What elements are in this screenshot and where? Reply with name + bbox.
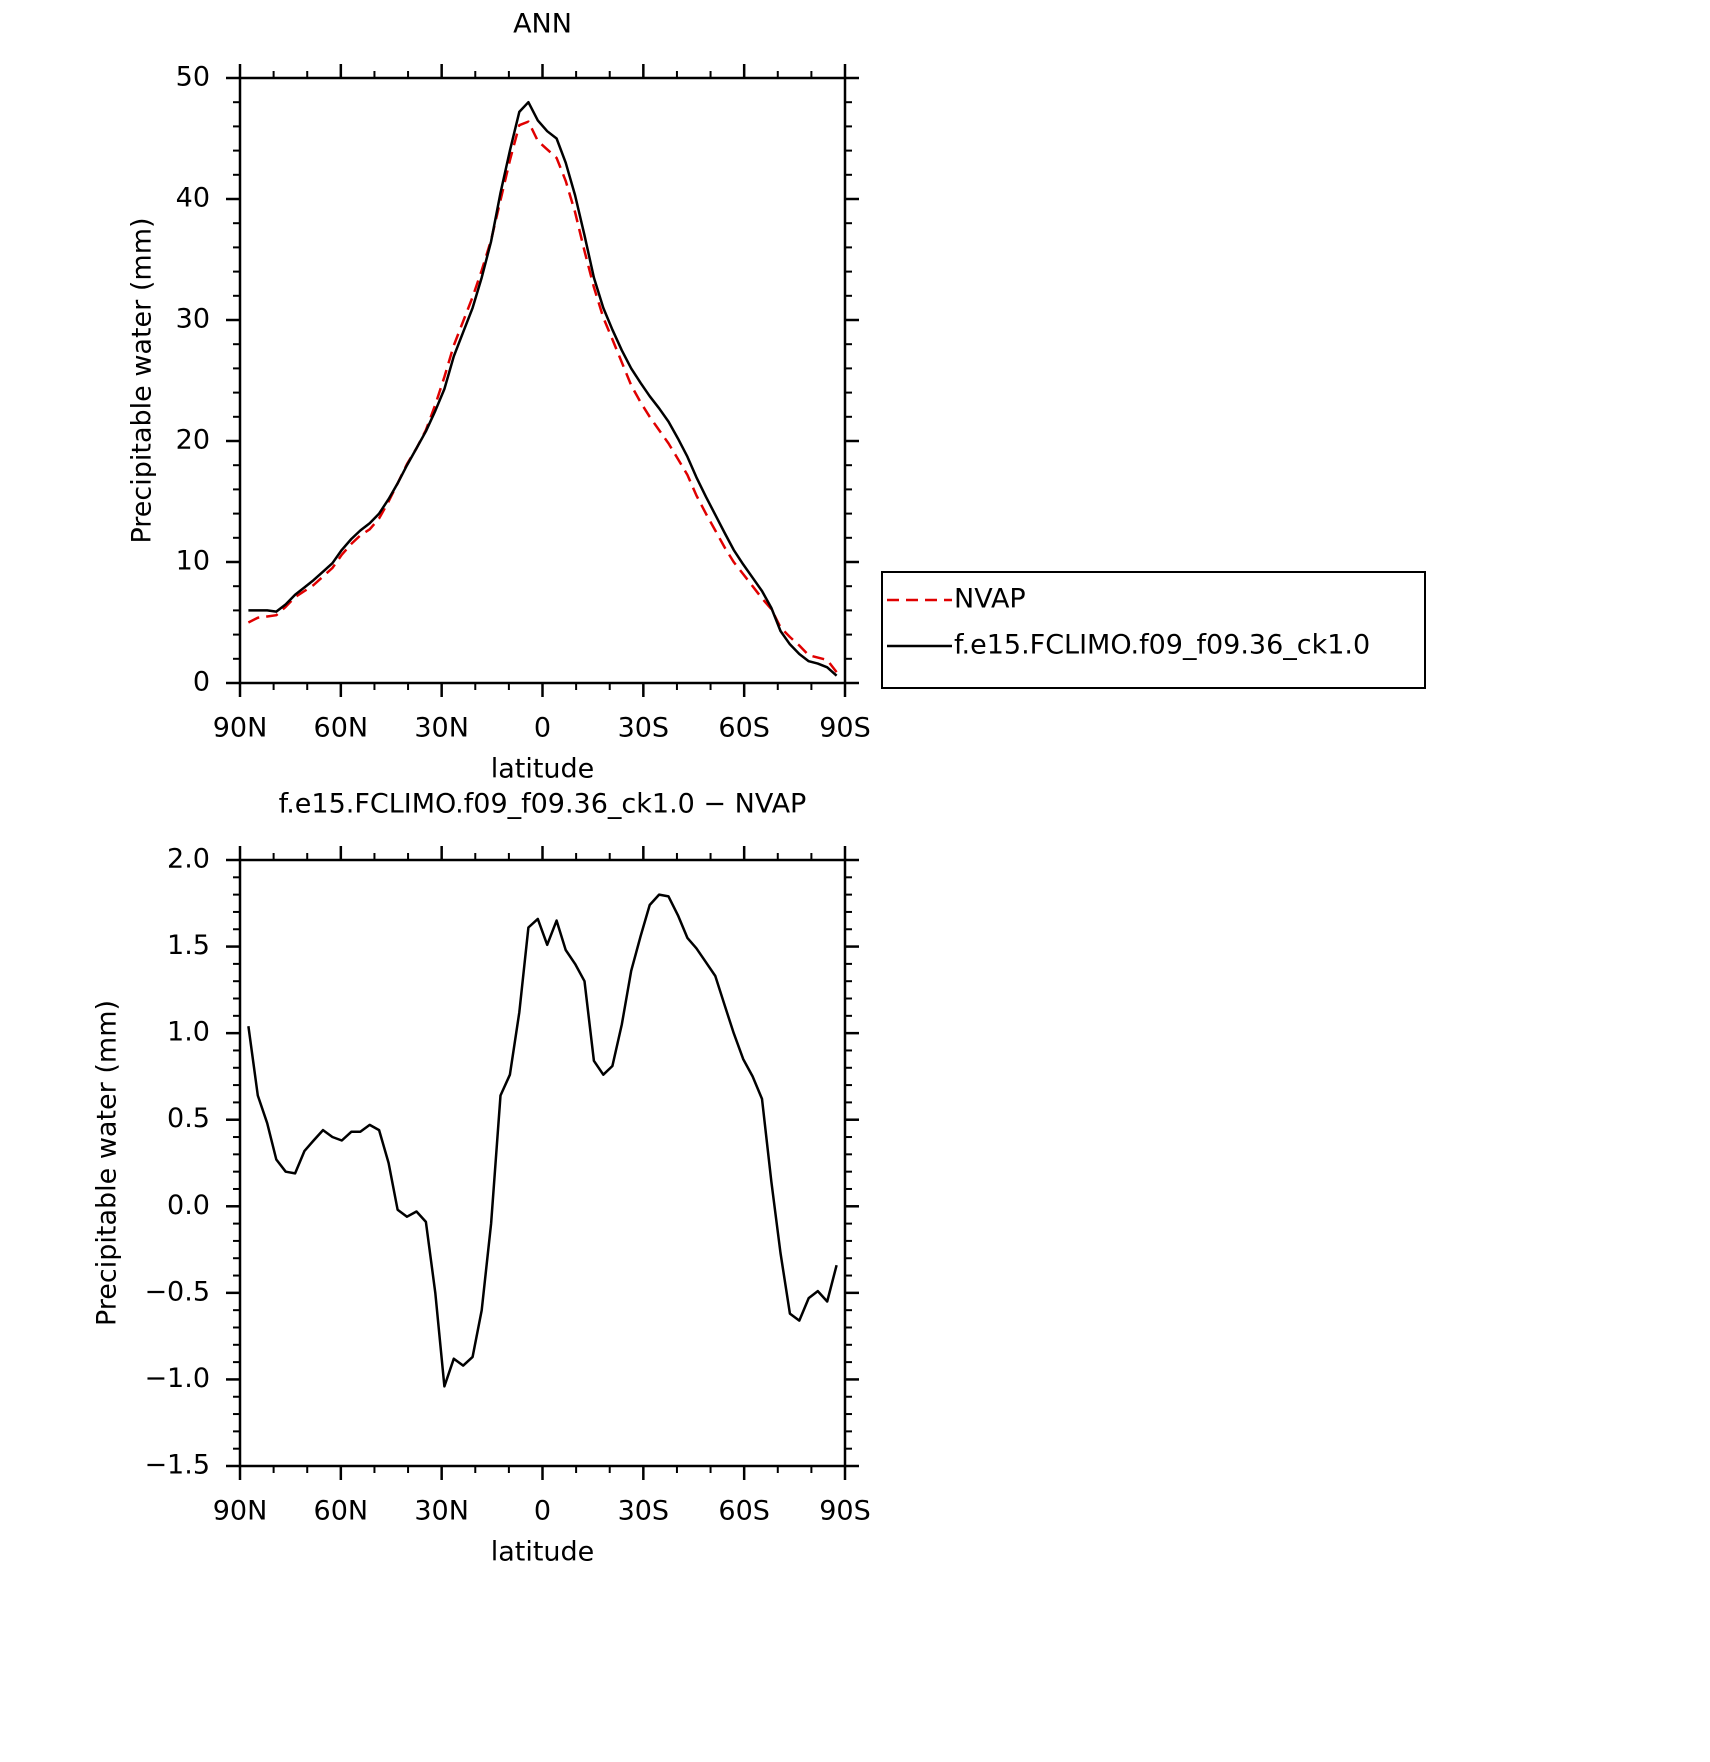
y-tick-label: 20 bbox=[176, 425, 210, 456]
data-line bbox=[247, 120, 838, 673]
chart-title: f.e15.FCLIMO.f09_f09.36_ck1.0 − NVAP bbox=[279, 789, 807, 820]
x-tick-label: 60N bbox=[314, 1496, 369, 1527]
x-tick-label: 60N bbox=[314, 713, 369, 744]
y-tick-label: 0 bbox=[193, 667, 210, 698]
y-tick-label: 2.0 bbox=[167, 844, 210, 875]
x-tick-label: 60S bbox=[718, 1496, 770, 1527]
y-tick-label: 1.5 bbox=[167, 930, 210, 961]
legend-label: f.e15.FCLIMO.f09_f09.36_ck1.0 bbox=[954, 630, 1370, 661]
y-tick-label: 50 bbox=[176, 62, 210, 93]
x-tick-label: 60S bbox=[718, 713, 770, 744]
data-line bbox=[248, 100, 838, 677]
y-tick-label: 30 bbox=[176, 304, 210, 335]
x-tick-label: 30S bbox=[618, 713, 670, 744]
x-tick-label: 90N bbox=[213, 1496, 268, 1527]
legend-box bbox=[881, 571, 1426, 689]
x-tick-label: 0 bbox=[534, 713, 551, 744]
x-axis-label: latitude bbox=[491, 754, 595, 785]
legend: NVAP f.e15.FCLIMO.f09_f09.36_ck1.0 bbox=[881, 571, 1426, 689]
legend-label: NVAP bbox=[954, 584, 1026, 615]
x-tick-label: 0 bbox=[534, 1496, 551, 1527]
y-tick-label: 0.0 bbox=[167, 1190, 210, 1221]
y-tick-label: 1.0 bbox=[167, 1017, 210, 1048]
x-tick-label: 30S bbox=[618, 1496, 670, 1527]
chart-title: ANN bbox=[513, 9, 572, 40]
x-axis-label: latitude bbox=[491, 1537, 595, 1568]
x-tick-label: 90N bbox=[213, 713, 268, 744]
y-axis-label: Precipitable water (mm) bbox=[127, 217, 158, 543]
plot-frame bbox=[238, 76, 847, 685]
x-tick-label: 90S bbox=[819, 713, 871, 744]
y-tick-label: 40 bbox=[176, 183, 210, 214]
y-tick-label: −0.5 bbox=[144, 1276, 210, 1307]
plot-frame bbox=[238, 858, 847, 1468]
data-line bbox=[247, 893, 838, 1388]
y-tick-label: −1.0 bbox=[144, 1363, 210, 1394]
x-tick-label: 30N bbox=[414, 1496, 469, 1527]
y-tick-label: −1.5 bbox=[144, 1450, 210, 1481]
x-tick-label: 30N bbox=[414, 713, 469, 744]
y-axis-label: Precipitable water (mm) bbox=[92, 1000, 123, 1326]
x-tick-label: 90S bbox=[819, 1496, 871, 1527]
y-tick-label: 0.5 bbox=[167, 1103, 210, 1134]
y-tick-label: 10 bbox=[176, 546, 210, 577]
